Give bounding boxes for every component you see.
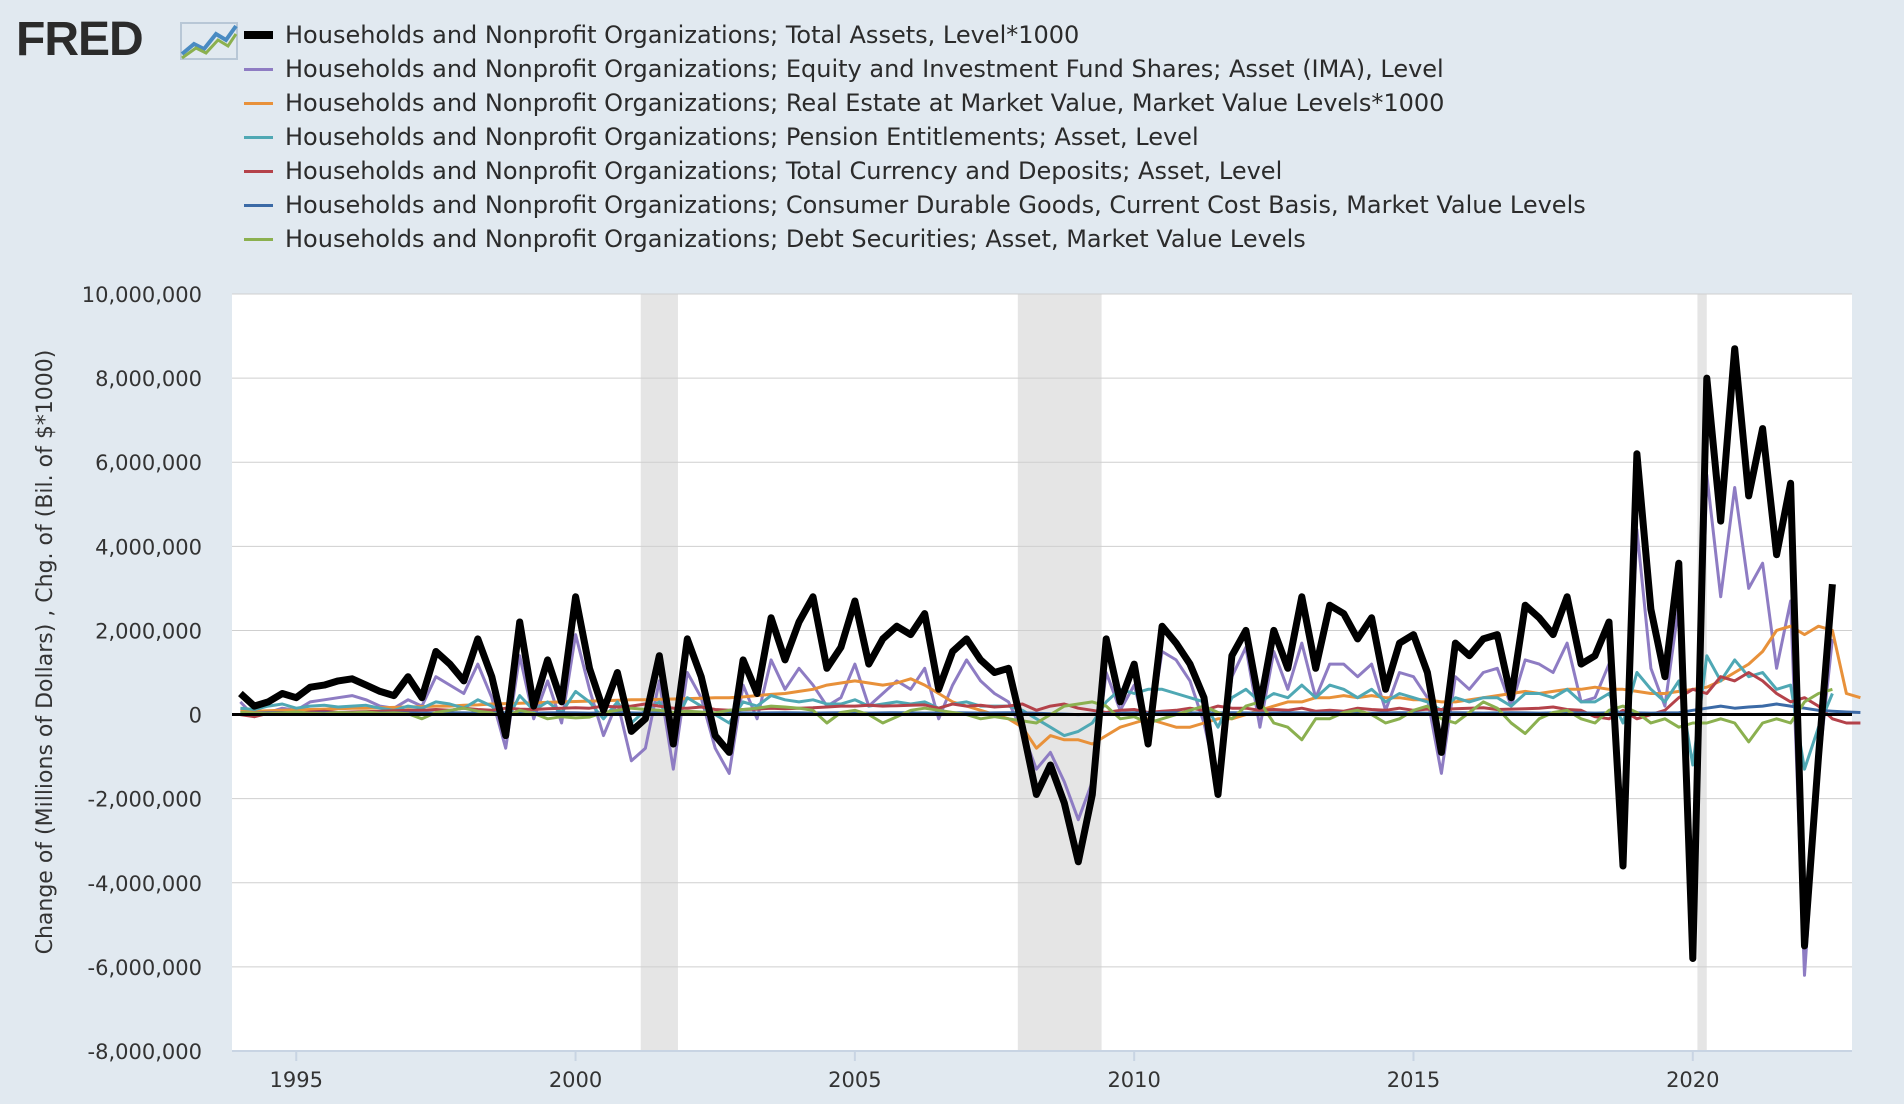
legend-swatch [244, 203, 273, 207]
fred-logo-chart-icon [180, 22, 238, 60]
y-tick-label: 4,000,000 [95, 535, 202, 559]
legend-label: Households and Nonprofit Organizations; … [285, 225, 1306, 253]
x-tick-label: 1995 [270, 1068, 323, 1092]
legend-label: Households and Nonprofit Organizations; … [285, 55, 1444, 83]
legend-label: Households and Nonprofit Organizations; … [285, 123, 1199, 151]
legend-label: Households and Nonprofit Organizations; … [285, 157, 1283, 185]
legend-swatch [244, 101, 273, 105]
x-tick-label: 2000 [549, 1068, 602, 1092]
legend-swatch [244, 31, 273, 39]
x-tick-label: 2005 [828, 1068, 881, 1092]
y-tick-label: 2,000,000 [95, 619, 202, 643]
recession-band [1017, 294, 1102, 1051]
fred-logo: FRED [16, 13, 238, 66]
legend-item: Households and Nonprofit Organizations; … [244, 188, 1586, 222]
y-tick-label: -4,000,000 [88, 872, 202, 896]
legend-swatch [244, 237, 273, 241]
x-tick-label: 2010 [1107, 1068, 1160, 1092]
legend-label: Households and Nonprofit Organizations; … [285, 191, 1586, 219]
y-tick-label: 10,000,000 [82, 283, 202, 307]
x-tick-label: 2020 [1666, 1068, 1719, 1092]
x-tick-label: 2015 [1387, 1068, 1440, 1092]
fred-wordmark: FRED [16, 13, 144, 66]
y-tick-label: 0 [189, 704, 202, 728]
y-tick-label: 6,000,000 [95, 451, 202, 475]
y-tick-label: -6,000,000 [88, 956, 202, 980]
legend-swatch [244, 67, 273, 71]
legend-swatch [244, 169, 273, 173]
legend-item: Households and Nonprofit Organizations; … [244, 86, 1586, 120]
legend-label: Households and Nonprofit Organizations; … [285, 21, 1080, 49]
legend-swatch [244, 135, 273, 139]
series-line-0 [238, 345, 1836, 962]
legend-item: Households and Nonprofit Organizations; … [244, 154, 1586, 188]
legend-label: Households and Nonprofit Organizations; … [285, 89, 1445, 117]
chart-legend: Households and Nonprofit Organizations; … [244, 18, 1586, 256]
legend-item: Households and Nonprofit Organizations; … [244, 52, 1586, 86]
series-line-1 [239, 473, 1834, 977]
y-tick-label: 8,000,000 [95, 367, 202, 391]
legend-item: Households and Nonprofit Organizations; … [244, 18, 1586, 52]
y-axis-label: Change of (Millions of Dollars) , Chg. o… [33, 350, 58, 955]
y-tick-label: -2,000,000 [88, 788, 202, 812]
legend-item: Households and Nonprofit Organizations; … [244, 222, 1586, 256]
legend-item: Households and Nonprofit Organizations; … [244, 120, 1586, 154]
y-tick-label: -8,000,000 [88, 1040, 202, 1064]
